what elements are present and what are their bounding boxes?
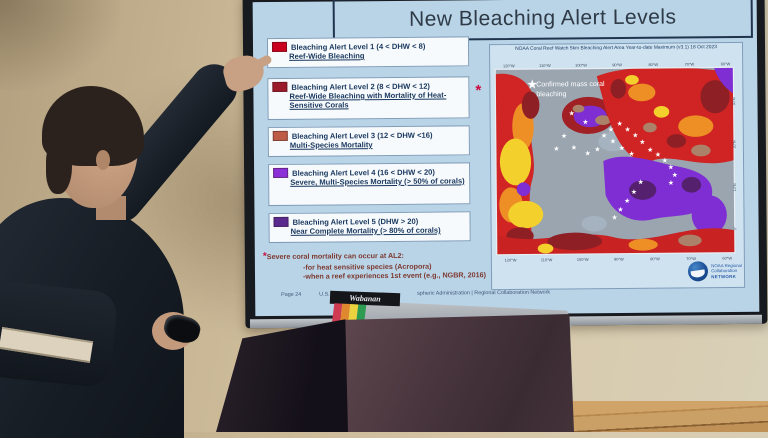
svg-text:★: ★ — [585, 149, 591, 157]
alert-level-card-3: Bleaching Alert Level 3 (12 < DHW <16) M… — [267, 125, 470, 158]
alert-level-2-detail: Reef-Wide Bleaching with Mortality of He… — [289, 90, 447, 111]
svg-text:70°W: 70°W — [685, 62, 695, 67]
svg-text:★: ★ — [632, 131, 638, 139]
noaa-logo: NOAA Regional Collaboration NETWORK — [688, 261, 742, 282]
svg-text:0°: 0° — [733, 226, 737, 230]
annotation-line-2: bleaching — [536, 91, 566, 98]
alert-level-4-swatch-icon — [273, 167, 289, 179]
svg-text:80°W: 80°W — [650, 256, 660, 261]
svg-text:100°W: 100°W — [577, 257, 589, 262]
alert-level-card-4: Bleaching Alert Level 4 (16 < DHW < 20) … — [268, 162, 471, 207]
svg-text:★: ★ — [638, 178, 644, 186]
alert-level-card-1: Bleaching Alert Level 1 (4 < DHW < 8) Re… — [266, 36, 470, 69]
alert-level-3-swatch-icon — [272, 130, 288, 142]
alert-level-5-swatch-icon — [273, 216, 289, 228]
alert-level-3-detail: Multi-Species Mortality — [289, 140, 373, 150]
svg-text:★: ★ — [647, 146, 653, 154]
map-annotation: ★ Confirmed mass coral bleaching — [526, 77, 605, 98]
slide-title-box: New Bleaching Alert Levels — [332, 0, 753, 42]
svg-text:★: ★ — [619, 144, 625, 152]
svg-text:★: ★ — [662, 157, 668, 165]
alert-level-5-detail: Near Complete Mortality (> 80% of corals… — [290, 225, 441, 236]
svg-text:★: ★ — [668, 179, 674, 187]
alert-level-5-title: Bleaching Alert Level 5 (DHW > 20) — [292, 216, 419, 227]
noaa-seal-icon — [688, 261, 709, 282]
svg-text:★: ★ — [553, 145, 559, 153]
wall-corner-shading — [0, 0, 120, 90]
footer-page-number: Page 24 — [281, 291, 302, 298]
svg-text:20°N: 20°N — [732, 140, 736, 148]
svg-text:★: ★ — [561, 132, 567, 140]
bleaching-alert-map: 120°W 110°W 100°W 90°W 80°W 70°W 60°W — [494, 61, 737, 263]
annotation-star-icon: ★ — [526, 77, 537, 91]
svg-text:80°W: 80°W — [648, 62, 658, 67]
footnote: *Severe coral mortality can occur at AL2… — [263, 248, 488, 282]
alert-level-4-detail: Severe, Multi-Species Mortality (> 50% o… — [290, 176, 465, 187]
map-x-ticks-top: 120°W 110°W 100°W 90°W 80°W 70°W 60°W — [503, 61, 731, 68]
footnote-line-3: -when a reef experiences 1st event (e.g.… — [302, 270, 487, 282]
svg-text:★: ★ — [672, 171, 678, 179]
svg-text:★: ★ — [624, 126, 630, 134]
svg-text:60°W: 60°W — [721, 61, 731, 66]
svg-text:★: ★ — [617, 206, 623, 214]
alert-level-1-detail: Reef-Wide Bleaching — [289, 51, 365, 61]
lectern-front-panel — [344, 314, 574, 432]
annotation-line-1: Confirmed mass coral — [536, 81, 605, 89]
presenter-ear — [96, 150, 110, 170]
map-x-ticks-bottom: 120°W 110°W 100°W 90°W 80°W 70°W 60°W — [505, 256, 733, 263]
svg-text:100°W: 100°W — [575, 63, 587, 68]
alert-level-1-swatch-icon — [271, 41, 288, 53]
svg-text:★: ★ — [610, 137, 616, 145]
svg-text:60°W: 60°W — [722, 256, 732, 261]
svg-text:★: ★ — [571, 144, 577, 152]
alert-level-card-5: Bleaching Alert Level 5 (DHW > 20) Near … — [268, 211, 471, 244]
map-frame — [494, 66, 736, 256]
svg-text:★: ★ — [617, 120, 623, 128]
wooden-shelf — [535, 401, 768, 432]
svg-text:120°W: 120°W — [503, 63, 515, 68]
svg-text:120°W: 120°W — [505, 257, 517, 262]
alert-level-2-swatch-icon — [272, 81, 288, 93]
svg-text:★: ★ — [639, 138, 645, 146]
svg-text:★: ★ — [655, 151, 661, 159]
footer-right-fragment: spheric Administration | Regional Collab… — [417, 289, 551, 297]
map-y-ticks-right: 30°N 20°N 10°N 0° — [732, 97, 737, 230]
map-heat-layers: ★★★ ★ ★★ ★★★ ★★★ ★★★ ★★★ ★★★ ★★★ ★★★ ★ Co… — [495, 67, 735, 255]
logo-badge-text: Wabanan — [349, 293, 381, 304]
svg-text:★: ★ — [594, 145, 600, 153]
noaa-logo-text: NOAA Regional Collaboration NETWORK — [711, 263, 742, 279]
svg-text:★: ★ — [608, 126, 614, 134]
coral-reef-watch-map-panel: NOAA Coral Reef Watch 5km Bleaching Aler… — [488, 41, 746, 291]
presentation-screen: New Bleaching Alert Levels Bleaching Ale… — [242, 0, 768, 329]
svg-text:★: ★ — [582, 118, 588, 126]
svg-text:70°W: 70°W — [686, 256, 696, 261]
svg-text:30°N: 30°N — [732, 97, 736, 105]
svg-text:★: ★ — [611, 214, 617, 222]
alert-level-1-title: Bleaching Alert Level 1 (4 < DHW < 8) — [290, 41, 426, 52]
map-title: NOAA Coral Reef Watch 5km Bleaching Aler… — [515, 45, 717, 52]
svg-text:110°W: 110°W — [539, 63, 551, 68]
svg-text:★: ★ — [631, 188, 637, 196]
alert-level-card-2: Bleaching Alert Level 2 (8 < DHW < 12) R… — [267, 76, 470, 121]
svg-text:★: ★ — [569, 110, 575, 118]
svg-text:★: ★ — [601, 132, 607, 140]
presenter-sideburn — [46, 140, 72, 194]
svg-text:★: ★ — [624, 197, 630, 205]
svg-text:90°W: 90°W — [612, 62, 622, 67]
bleaching-star-markers: ★★★ ★ ★★ ★★★ ★★★ ★★★ ★★★ ★★★ ★★★ ★★★ — [553, 110, 678, 222]
svg-text:10°N: 10°N — [733, 183, 737, 191]
svg-text:90°W: 90°W — [614, 257, 624, 262]
svg-text:★: ★ — [668, 163, 674, 171]
svg-text:★: ★ — [629, 150, 635, 158]
svg-text:110°W: 110°W — [541, 257, 553, 262]
slide-title: New Bleaching Alert Levels — [408, 4, 677, 31]
slide: New Bleaching Alert Levels Bleaching Ale… — [252, 0, 760, 317]
al2-asterisk-icon: * — [475, 82, 482, 100]
alert-level-3-title: Bleaching Alert Level 3 (12 < DHW <16) — [291, 130, 433, 141]
